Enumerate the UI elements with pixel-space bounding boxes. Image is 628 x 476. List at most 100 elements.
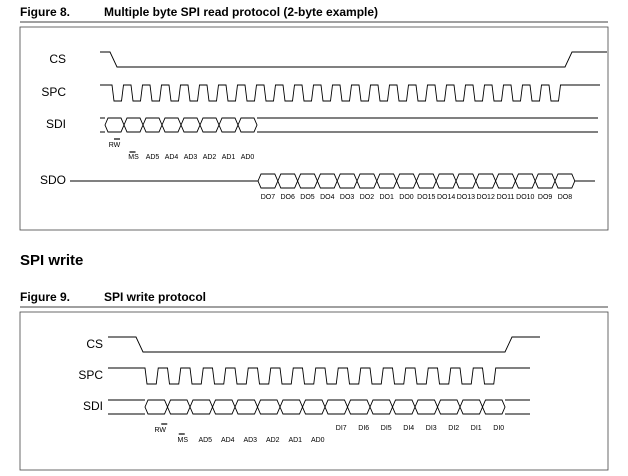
bit-label: RW — [154, 427, 166, 434]
bus-cell — [459, 399, 483, 415]
waveform — [257, 117, 598, 133]
bit-label: DI5 — [381, 425, 392, 432]
bus-cell — [392, 399, 416, 415]
figure-title: Multiple byte SPI read protocol (2-byte … — [104, 5, 378, 19]
bit-label: AD4 — [165, 154, 179, 161]
bus-cell — [161, 117, 182, 133]
bit-label: AD4 — [221, 437, 235, 444]
signal-label: SDO — [40, 173, 66, 187]
bus-cell — [257, 399, 281, 415]
figure-number: Figure 9. — [20, 290, 70, 304]
bit-label: DI6 — [358, 425, 369, 432]
bit-label: AD1 — [222, 154, 236, 161]
bit-label: DO4 — [320, 194, 335, 201]
bit-label: DO7 — [261, 194, 276, 201]
bus-cell — [369, 399, 393, 415]
bit-label: DO11 — [497, 194, 515, 201]
bit-label: DO2 — [360, 194, 375, 201]
bus-cell — [234, 399, 258, 415]
bit-label: AD3 — [243, 437, 257, 444]
bit-label: AD1 — [288, 437, 302, 444]
bit-label: DI7 — [336, 425, 347, 432]
bit-label: AD2 — [203, 154, 217, 161]
bus-cell — [302, 399, 326, 415]
bus-cell — [218, 117, 239, 133]
bus-cell — [437, 399, 461, 415]
bit-label: DI0 — [493, 425, 504, 432]
bus-cell — [396, 173, 417, 189]
bus-cell — [257, 173, 279, 189]
bit-label: DO5 — [300, 194, 315, 201]
bit-label: DI1 — [471, 425, 482, 432]
bus-cell — [455, 173, 477, 189]
bus-cell — [475, 173, 497, 189]
waveform — [100, 117, 105, 133]
bus-cell — [376, 173, 398, 189]
waveform — [100, 84, 600, 102]
bus-cell — [144, 399, 168, 415]
bit-label: DO12 — [477, 194, 495, 201]
figure-frame — [19, 26, 609, 231]
bus-cell — [336, 173, 358, 189]
bus-cell — [356, 173, 378, 189]
bit-label: MS — [178, 437, 189, 444]
bus-cell — [415, 173, 437, 189]
bit-label: DO1 — [379, 194, 394, 201]
waveform — [108, 399, 145, 415]
bus-cell — [237, 117, 258, 133]
bus-cell — [435, 173, 457, 189]
bit-label: DO8 — [558, 194, 573, 201]
bus-cell — [167, 399, 191, 415]
signal-label: SPC — [41, 85, 66, 99]
figure-title: SPI write protocol — [104, 290, 206, 304]
bus-cell — [495, 173, 516, 189]
bit-label: AD0 — [241, 154, 255, 161]
waveform — [100, 51, 607, 68]
signal-label: SDI — [83, 399, 103, 413]
bus-cell — [279, 399, 303, 415]
bus-cell — [534, 173, 556, 189]
bus-cell — [180, 117, 201, 133]
waveform — [108, 336, 540, 353]
section-heading: SPI write — [20, 252, 83, 269]
bit-label: DI4 — [403, 425, 414, 432]
bus-cell — [123, 117, 144, 133]
bit-label: AD2 — [266, 437, 280, 444]
bit-label: DO14 — [437, 194, 455, 201]
bus-cell — [212, 399, 236, 415]
waveform — [505, 399, 530, 415]
bus-cell — [554, 173, 576, 189]
bit-label: AD0 — [311, 437, 325, 444]
figure-number: Figure 8. — [20, 5, 70, 19]
bus-cell — [414, 399, 438, 415]
bus-cell — [297, 173, 318, 189]
bus-cell — [324, 399, 348, 415]
bit-label: DO9 — [538, 194, 553, 201]
bus-cell — [347, 399, 371, 415]
bus-cell — [482, 399, 506, 415]
bus-cell — [514, 173, 536, 189]
bit-label: RW — [109, 142, 121, 149]
figure-frame — [19, 311, 609, 471]
bit-label: AD3 — [184, 154, 198, 161]
bit-label: DO10 — [516, 194, 534, 201]
bit-label: DO0 — [399, 194, 414, 201]
signal-label: CS — [86, 337, 103, 351]
bit-label: DI2 — [448, 425, 459, 432]
bit-label: DO6 — [280, 194, 295, 201]
bus-cell — [277, 173, 299, 189]
bit-label: MS — [128, 154, 139, 161]
bit-label: DO15 — [417, 194, 435, 201]
bus-cell — [104, 117, 125, 133]
signal-label: CS — [49, 52, 66, 66]
bit-label: AD5 — [198, 437, 212, 444]
signal-label: SPC — [78, 368, 103, 382]
bit-label: DI3 — [426, 425, 437, 432]
bit-label: DO3 — [340, 194, 355, 201]
bus-cell — [199, 117, 220, 133]
signal-label: SDI — [46, 117, 66, 131]
bit-label: DO13 — [457, 194, 475, 201]
bus-cell — [189, 399, 213, 415]
